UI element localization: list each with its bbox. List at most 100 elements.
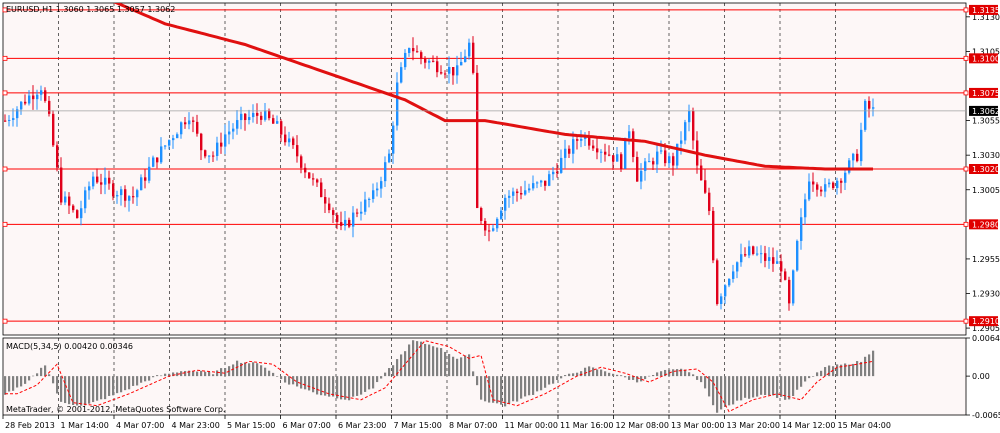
macd-bar xyxy=(848,364,851,377)
candle-body xyxy=(744,254,747,256)
level-handle[interactable] xyxy=(963,7,969,13)
time-axis[interactable]: 28 Feb 2013 1 Mar 14:00 4 Mar 07:00 4 Mar 2… xyxy=(2,415,891,430)
candle-body xyxy=(592,145,595,149)
macd-bar xyxy=(456,358,459,377)
candle-body xyxy=(808,181,811,200)
level-handle[interactable] xyxy=(963,90,969,96)
level-handle[interactable] xyxy=(963,221,969,227)
macd-bar xyxy=(244,362,247,377)
candle-body xyxy=(168,140,171,146)
candle-body xyxy=(636,156,639,182)
macd-bar xyxy=(208,371,211,377)
candle-body xyxy=(92,176,95,187)
macd-bar xyxy=(396,359,399,377)
macd-bar xyxy=(584,367,587,377)
macd-bar xyxy=(596,369,599,377)
candle-body xyxy=(76,210,79,219)
candle-body xyxy=(856,153,859,162)
candle-body xyxy=(684,122,687,141)
macd-bar xyxy=(792,376,795,397)
macd-bar xyxy=(572,373,575,377)
level-handle[interactable] xyxy=(2,7,8,13)
macd-bar xyxy=(168,373,171,377)
macd-bar xyxy=(796,376,799,390)
candle-body xyxy=(672,156,675,166)
macd-bar xyxy=(776,376,779,398)
level-label-bg xyxy=(969,164,998,174)
macd-bar xyxy=(348,376,351,401)
candle-body xyxy=(652,161,655,165)
macd-bar xyxy=(104,376,107,400)
candle-body xyxy=(172,138,175,141)
macd-bar xyxy=(336,376,339,399)
candle-body xyxy=(840,180,843,183)
candle-body xyxy=(12,118,15,120)
level-handle[interactable] xyxy=(2,90,8,96)
candle-body xyxy=(252,112,255,118)
candle-body xyxy=(544,180,547,186)
price-axis[interactable]: 1.3130 1.3105 1.3055 1.3030 1.3005 1.2955 1.29… xyxy=(966,13,1000,333)
candle-body xyxy=(516,191,519,194)
level-handle[interactable] xyxy=(2,318,8,324)
candle-body xyxy=(144,177,147,181)
candle-body xyxy=(644,161,647,171)
candle-body xyxy=(192,120,195,122)
macd-bar xyxy=(88,376,91,404)
candle-body xyxy=(640,170,643,182)
candle-body xyxy=(448,67,451,74)
level-handle[interactable] xyxy=(963,55,969,61)
candle-body xyxy=(788,279,791,304)
candle-body xyxy=(124,189,127,201)
macd-bar xyxy=(676,369,679,377)
price-axis-label: 1.2930 xyxy=(972,290,1000,299)
macd-bar xyxy=(508,376,511,404)
candle-body xyxy=(480,207,483,221)
level-label: 1.3020 xyxy=(972,165,1000,174)
macd-bar xyxy=(852,363,855,377)
candle-body xyxy=(572,139,575,154)
level-handle[interactable] xyxy=(2,221,8,227)
macd-bar xyxy=(540,376,543,391)
macd-bar xyxy=(180,371,183,377)
macd-bar xyxy=(188,370,191,377)
level-handle[interactable] xyxy=(2,55,8,61)
macd-bar xyxy=(156,375,159,377)
macd-bar xyxy=(664,369,667,377)
level-handle[interactable] xyxy=(2,166,8,172)
macd-bar xyxy=(788,376,791,400)
macd-bar xyxy=(40,367,43,377)
macd-bar xyxy=(4,376,7,395)
candle-body xyxy=(724,285,727,297)
level-handle[interactable] xyxy=(963,318,969,324)
candle-body xyxy=(768,257,771,261)
candle-body xyxy=(860,129,863,162)
macd-bar xyxy=(628,376,631,380)
current-price-label-bg xyxy=(969,105,998,116)
macd-bar xyxy=(72,376,75,405)
level-handle[interactable] xyxy=(963,166,969,172)
macd-bar xyxy=(436,347,439,377)
candlestick-series xyxy=(4,36,875,311)
candle-body xyxy=(848,160,851,173)
macd-bar xyxy=(696,376,699,380)
macd-bar xyxy=(152,376,155,378)
macd-bar xyxy=(496,376,499,404)
candle-body xyxy=(64,196,67,203)
macd-bar xyxy=(120,376,123,393)
candle-body xyxy=(732,271,735,279)
candle-body xyxy=(792,270,795,304)
macd-bar xyxy=(20,376,23,387)
macd-bar xyxy=(60,376,63,402)
macd-bar xyxy=(248,363,251,377)
candle-body xyxy=(648,161,651,163)
moving-average-line xyxy=(113,3,873,171)
candle-body xyxy=(488,230,491,232)
candle-body xyxy=(496,218,499,229)
candle-body xyxy=(704,180,707,193)
macd-bar xyxy=(256,363,259,377)
macd-bar xyxy=(192,371,195,377)
candle-body xyxy=(384,162,387,182)
candle-body xyxy=(120,189,123,196)
